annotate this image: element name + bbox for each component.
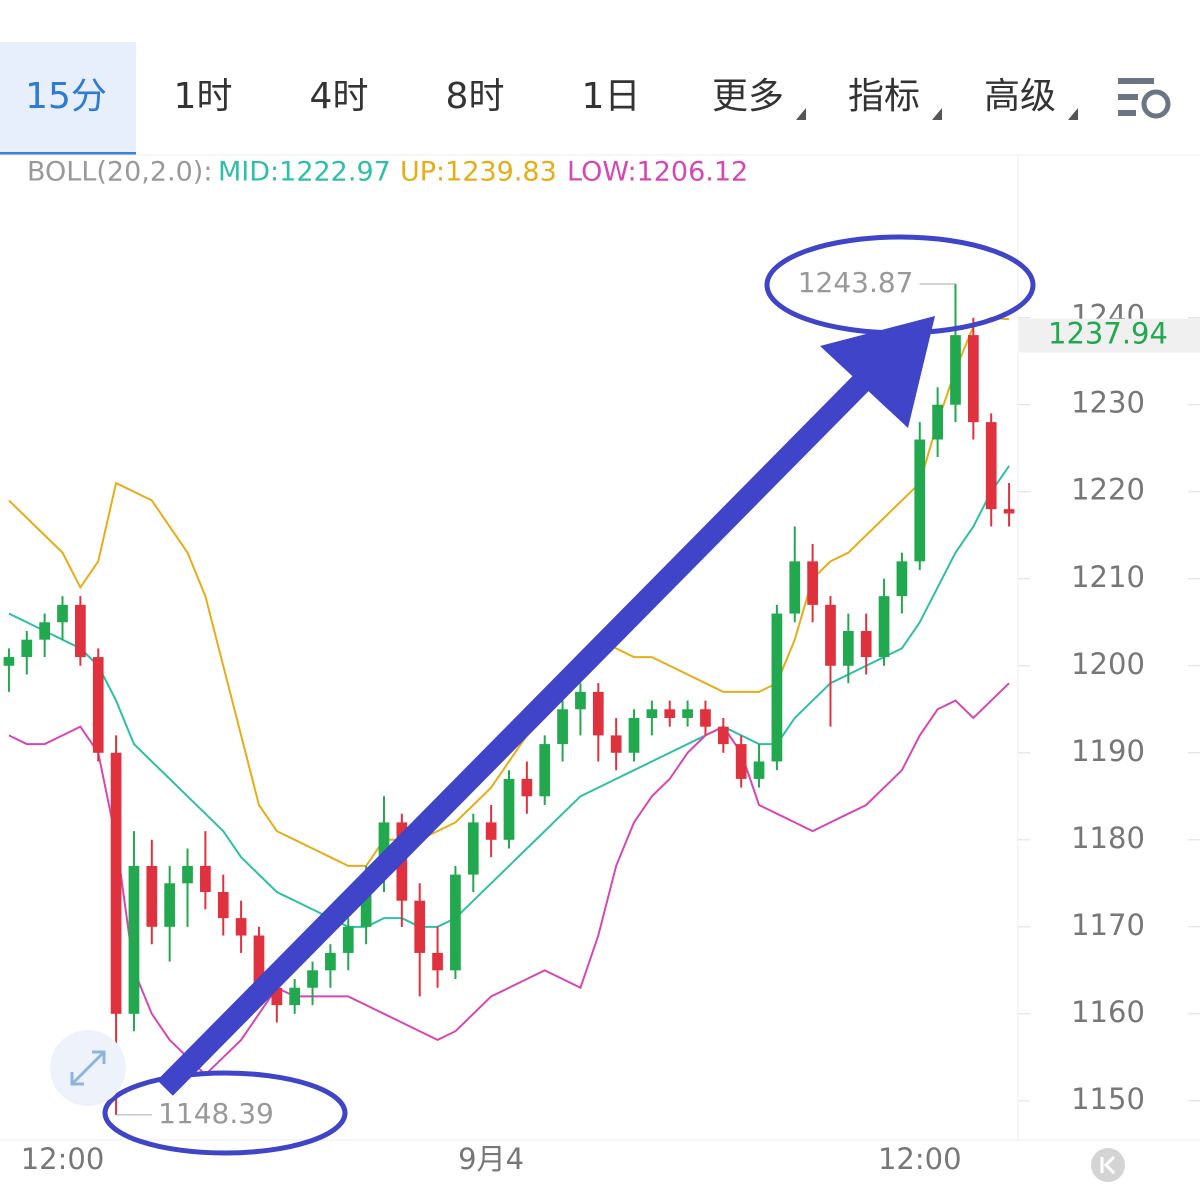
max-label: 1243.87 <box>798 266 914 299</box>
scroll-end-button[interactable] <box>1091 1148 1125 1182</box>
candle-body <box>432 952 443 971</box>
min-label: 1148.39 <box>158 1097 274 1130</box>
candle-body <box>628 717 640 753</box>
candle-body <box>914 439 926 562</box>
boll-line <box>8 465 1010 928</box>
candle-body <box>967 335 979 423</box>
candle-body <box>325 952 336 971</box>
candle-body <box>307 970 318 988</box>
y-tick-label: 1180 <box>1071 821 1145 855</box>
candle-body <box>735 744 747 779</box>
annotation <box>102 234 1036 1156</box>
candle-body <box>860 630 872 658</box>
candle-body <box>414 900 426 953</box>
candle-body <box>717 726 729 745</box>
candle-body <box>200 865 211 893</box>
candle-body <box>878 596 890 658</box>
candle-body <box>842 630 854 666</box>
boll-line <box>8 682 1010 1077</box>
y-tick-label: 1150 <box>1071 1082 1145 1116</box>
candle-body <box>75 604 86 658</box>
candle-body <box>450 874 461 971</box>
legend-entry: MID:1222.97 <box>218 157 391 188</box>
y-tick-label: 1170 <box>1071 908 1145 942</box>
candle-body <box>896 561 908 597</box>
candle-body <box>92 657 104 753</box>
y-tick-label: 1200 <box>1071 647 1145 681</box>
current-price-box <box>1019 318 1200 353</box>
dropdown-caret <box>1068 108 1078 120</box>
tab[interactable]: 更多 <box>712 76 784 117</box>
tab[interactable]: 8时 <box>446 76 505 117</box>
candle-body <box>539 744 551 797</box>
active-tab-bg <box>0 42 136 155</box>
tab[interactable]: 1日 <box>582 76 641 117</box>
y-tick-label: 1190 <box>1071 734 1145 768</box>
candle-body <box>485 822 497 840</box>
candle-body <box>3 657 15 666</box>
dropdown-caret <box>796 108 806 120</box>
candle-body <box>360 874 372 927</box>
current-price: 1237.94 <box>1048 317 1168 351</box>
dropdown-caret <box>932 108 942 120</box>
indicator-label: BOLL(20,2.0): <box>27 157 212 188</box>
settings-icon[interactable] <box>1118 78 1171 119</box>
x-tick-label: 12:00 <box>21 1142 105 1176</box>
candle-body <box>789 561 801 614</box>
y-tick-label: 1160 <box>1071 995 1145 1029</box>
active-tab-underline <box>0 152 136 155</box>
tab[interactable]: 4时 <box>310 76 369 117</box>
candle-body <box>21 639 33 658</box>
y-tick-label: 1210 <box>1071 560 1145 594</box>
candle-body <box>610 735 622 753</box>
candle-body <box>146 865 158 927</box>
tab[interactable]: 高级 <box>984 76 1056 117</box>
candle-body <box>467 822 479 875</box>
tab[interactable]: 指标 <box>848 76 920 117</box>
candle-body <box>1003 509 1015 514</box>
candle-body <box>39 622 51 640</box>
candle-body <box>575 691 586 710</box>
candle-body <box>217 892 229 919</box>
candle-body <box>164 883 176 927</box>
candle-body <box>128 865 140 1014</box>
candle-body <box>682 709 693 718</box>
candle-body <box>378 822 390 875</box>
candle-body <box>521 778 533 797</box>
candle-body <box>646 709 658 718</box>
boll-line <box>8 316 1010 867</box>
x-tick-label: 9月4 <box>458 1142 524 1176</box>
candle-body <box>825 604 836 666</box>
candle-body <box>271 987 283 1006</box>
legend-entry: UP:1239.83 <box>400 157 557 188</box>
candle-body <box>592 691 604 736</box>
tab[interactable]: 15分 <box>25 76 107 117</box>
candle-body <box>700 709 711 727</box>
y-tick-label: 1220 <box>1071 473 1145 507</box>
x-tick-label: 12:00 <box>878 1142 962 1176</box>
candle-body <box>807 561 818 605</box>
y-tick-label: 1230 <box>1071 386 1145 420</box>
candle-body <box>664 709 676 718</box>
candle-body <box>753 761 765 779</box>
legend-entry: LOW:1206.12 <box>567 157 748 188</box>
candle-body <box>771 613 783 762</box>
candle-body <box>57 604 68 623</box>
candle-body <box>950 335 961 405</box>
candle-body <box>342 926 354 953</box>
tab[interactable]: 1时 <box>174 76 233 117</box>
candle-body <box>557 709 568 745</box>
candle-body <box>253 935 265 988</box>
candle-body <box>289 987 301 1006</box>
candle-body <box>235 918 247 936</box>
candle-body <box>932 404 943 440</box>
candle-body <box>182 865 193 884</box>
candle-body <box>985 422 997 510</box>
expand-button[interactable] <box>50 1030 126 1106</box>
candle-body <box>110 752 122 1014</box>
candle-body <box>503 778 515 840</box>
